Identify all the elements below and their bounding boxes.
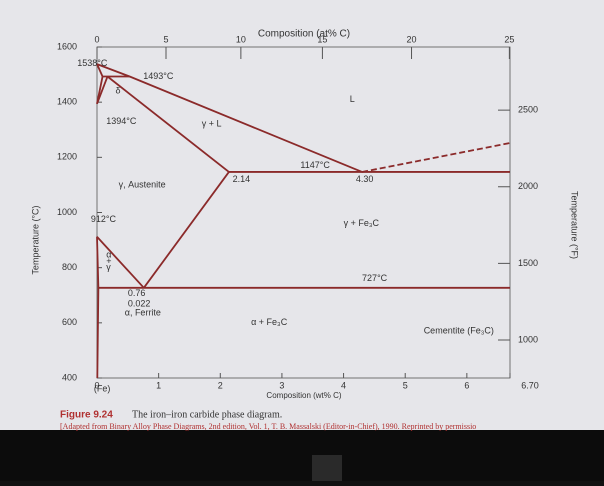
x-tick-label: 6	[464, 380, 469, 390]
x2-tick-label: 5	[163, 34, 168, 44]
annotation: Cementite (Fe₃C)	[424, 325, 494, 335]
annotation: 912°C	[91, 214, 117, 224]
x2-tick-label: 20	[407, 34, 417, 44]
annotation: 0.76	[128, 288, 146, 298]
x2-tick-label: 15	[317, 34, 327, 44]
x-tick-label: 0	[94, 380, 99, 390]
phase-boundary	[106, 75, 230, 173]
x-axis-label: Composition (wt% C)	[266, 391, 341, 400]
y2-tick-label: 1000	[518, 334, 538, 344]
annotation: γ + Fe₃C	[344, 218, 380, 228]
x-tick-label: 6.70	[521, 380, 539, 390]
y-tick-label: 600	[62, 317, 77, 327]
annotation: 1493°C	[143, 71, 174, 81]
annotation: α	[106, 250, 111, 260]
annotation: 2.14	[233, 174, 251, 184]
y2-axis-label: Temperature (°F)	[570, 191, 580, 259]
x-tick-label: 3	[279, 380, 284, 390]
annotation: +	[106, 256, 111, 266]
figure-source: [Adapted from Binary Alloy Phase Diagram…	[60, 422, 476, 431]
figure-label: Figure 9.24	[60, 410, 113, 421]
y-tick-label: 800	[62, 262, 77, 272]
x2-tick-label: 0	[94, 34, 99, 44]
annotation: γ	[106, 262, 111, 272]
y2-tick-label: 2500	[518, 105, 538, 115]
annotation: 1394°C	[106, 116, 137, 126]
annotation: 4.30	[356, 174, 374, 184]
x-tick-label: 4	[341, 380, 346, 390]
x-tick-label: 2	[218, 380, 223, 390]
logo	[312, 455, 342, 481]
annotation: 727°C	[362, 273, 388, 283]
annotation: L	[350, 94, 355, 104]
x-tick-label: 5	[403, 380, 408, 390]
phase-boundary	[96, 236, 100, 379]
annotation: 1147°C	[300, 160, 330, 170]
annotation: α, Ferrite	[125, 308, 161, 318]
phase-boundary	[96, 63, 130, 78]
annotation: δ	[115, 86, 120, 96]
annotation: 1538°C	[77, 58, 108, 68]
x-tick-label: 1	[156, 380, 161, 390]
annotation: α + Fe₃C	[251, 317, 288, 327]
phase-boundary-dashed	[361, 142, 511, 173]
y-tick-label: 1400	[57, 97, 77, 107]
y-tick-label: 1000	[57, 207, 77, 217]
y-tick-label: 1200	[57, 152, 77, 162]
y2-tick-label: 2000	[518, 181, 538, 191]
y2-tick-label: 1500	[518, 258, 538, 268]
phase-boundary	[96, 76, 109, 105]
phase-boundary	[96, 236, 145, 289]
y-tick-label: 1600	[57, 41, 77, 51]
phase-boundary	[143, 171, 230, 289]
annotation: (Fe)	[94, 383, 111, 393]
top-axis-label: Composition (at% C)	[258, 29, 350, 40]
y-tick-label: 400	[62, 372, 77, 382]
annotation: γ, Austenite	[119, 179, 166, 189]
annotation: 0.022	[128, 298, 151, 308]
y-axis-label: Temperature (°C)	[30, 205, 40, 274]
x2-tick-label: 25	[504, 34, 514, 44]
figure-caption: The iron–iron carbide phase diagram.	[132, 409, 282, 420]
annotation: γ + L	[202, 119, 222, 129]
monitor-edge	[0, 430, 604, 481]
x2-tick-label: 10	[236, 34, 246, 44]
